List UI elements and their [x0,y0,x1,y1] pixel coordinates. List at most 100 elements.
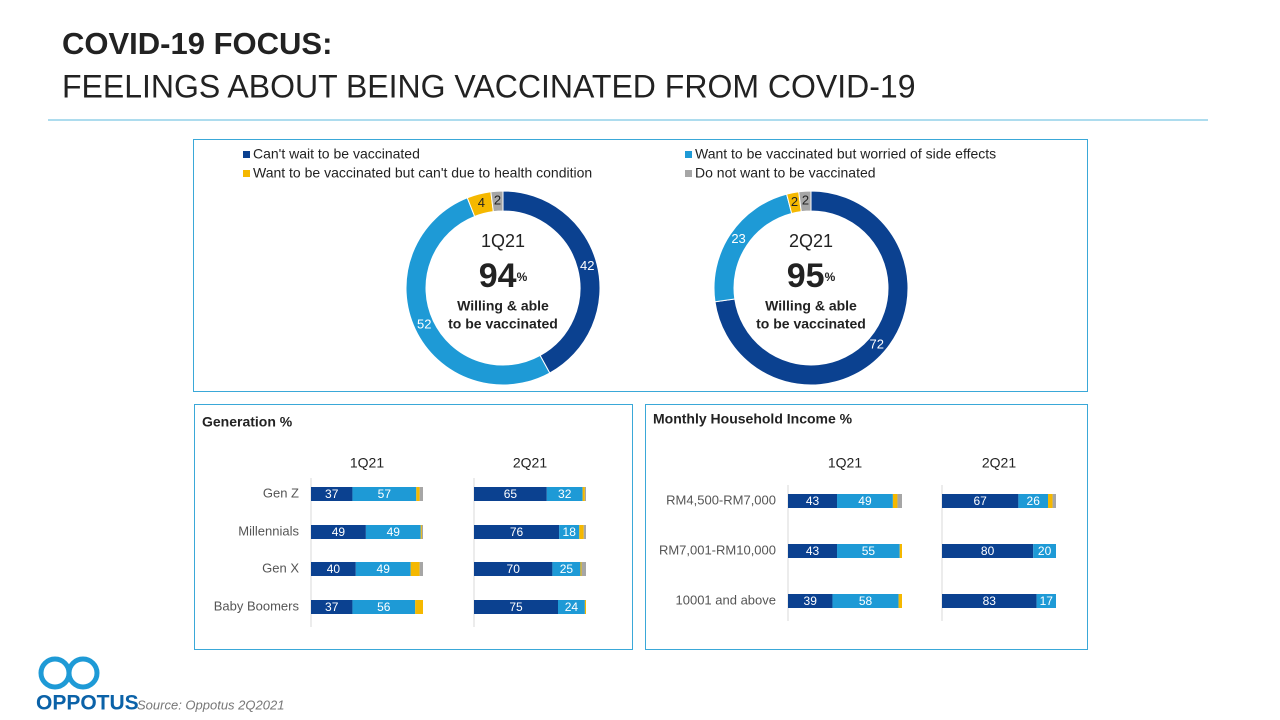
bar-segment [1033,544,1056,558]
logo-ring [66,656,100,690]
bar-label: 37 [325,600,339,614]
bar-segment [420,525,422,539]
bar-label: 56 [377,600,391,614]
bar-segment [892,494,898,508]
logo-text: OPPOTUS [36,692,139,715]
bar-segment [474,487,547,501]
donut-label: 4 [478,195,485,210]
bar-segment [421,525,423,539]
bar-segment [558,600,585,614]
bar-label: 67 [974,494,988,508]
bar-label: 80 [981,544,995,558]
bar-segment [352,600,416,614]
bar-label: 17 [1040,594,1054,608]
bar-label: 58 [859,594,873,608]
bar-segment [474,525,560,539]
bar-segment [1048,494,1053,508]
group-label: 1Q21 [828,455,862,471]
legend-label: Do not want to be vaccinated [695,165,876,181]
bar-segment [580,562,582,576]
panel-title: Generation % [202,414,293,430]
legend-marker [685,170,692,177]
bar-segment [352,487,417,501]
center-number: 94 [479,257,517,295]
bar-label: 24 [565,600,579,614]
bar-segment [355,562,411,576]
source: Source: Oppotus 2Q2021 [137,697,284,712]
bar-segment [581,562,586,576]
bar-label: 83 [983,594,997,608]
category-label: Baby Boomers [214,598,300,613]
bar-label: 18 [563,525,577,539]
donut-label: 2 [802,193,809,208]
category-label: RM4,500-RM7,000 [666,492,776,507]
bar-segment [897,494,902,508]
bar-label: 20 [1038,544,1052,558]
donut-center-text: to be vaccinated [756,316,866,332]
bar-segment [311,600,353,614]
bar-segment [898,594,902,608]
subtitle: FEELINGS ABOUT BEING VACCINATED FROM COV… [62,68,915,104]
bar-segment [365,525,421,539]
category-label: Gen Z [263,485,299,500]
donut-segment [713,193,793,303]
bar-label: 76 [510,525,524,539]
center-number: 95 [787,257,825,295]
bar-segment [788,594,833,608]
bar-label: 55 [862,544,876,558]
donut-segment [490,190,504,213]
donut-box [193,139,1088,392]
bar-label: 49 [387,525,401,539]
bar-label: 57 [378,487,392,501]
donut-label: 23 [731,231,745,246]
bar-segment [311,487,353,501]
bar-label: 39 [804,594,818,608]
bar-segment [552,562,581,576]
legend-marker [685,151,692,158]
bar-segment [788,494,838,508]
donut-label: 2 [494,193,501,208]
group-label: 2Q21 [513,455,547,471]
donut-label: 2 [791,194,798,209]
donut-center-text: Willing & able [765,298,857,314]
bar-segment [311,525,366,539]
bar-segment [546,487,583,501]
income-box [645,404,1088,650]
bar-segment [474,600,558,614]
bar-segment [1018,494,1049,508]
bar-segment [942,494,1019,508]
center-unit: % [517,270,528,284]
bar-segment [474,562,553,576]
donut-center-value: 94% [479,257,528,295]
category-label: Gen X [262,560,299,575]
bar-segment [410,562,420,576]
legend-label: Want to be vaccinated but worried of sid… [695,146,996,162]
title: COVID-19 FOCUS: [62,26,332,61]
bar-segment [419,562,423,576]
donut-period: 2Q21 [789,231,833,251]
bar-label: 70 [507,562,521,576]
donut-center-value: 95% [787,257,836,295]
donut-label: 72 [870,336,884,351]
category-label: 10001 and above [676,592,776,607]
group-label: 1Q21 [350,455,384,471]
bar-label: 37 [325,487,339,501]
bar-label: 75 [509,600,523,614]
donut-period: 1Q21 [481,231,525,251]
bar-segment [1036,594,1056,608]
bar-segment [899,544,902,558]
bar-segment [559,525,580,539]
bar-segment [942,594,1037,608]
bar-label: 40 [327,562,341,576]
bar-segment [416,487,420,501]
legend-label: Want to be vaccinated but can't due to h… [253,165,592,181]
bar-label: 32 [558,487,572,501]
bar-label: 43 [806,544,820,558]
bar-segment [311,562,356,576]
donut-segment [798,190,812,213]
legend-marker [243,151,250,158]
bar-label: 49 [332,525,346,539]
category-label: Millennials [238,523,299,538]
bar-label: 26 [1027,494,1041,508]
